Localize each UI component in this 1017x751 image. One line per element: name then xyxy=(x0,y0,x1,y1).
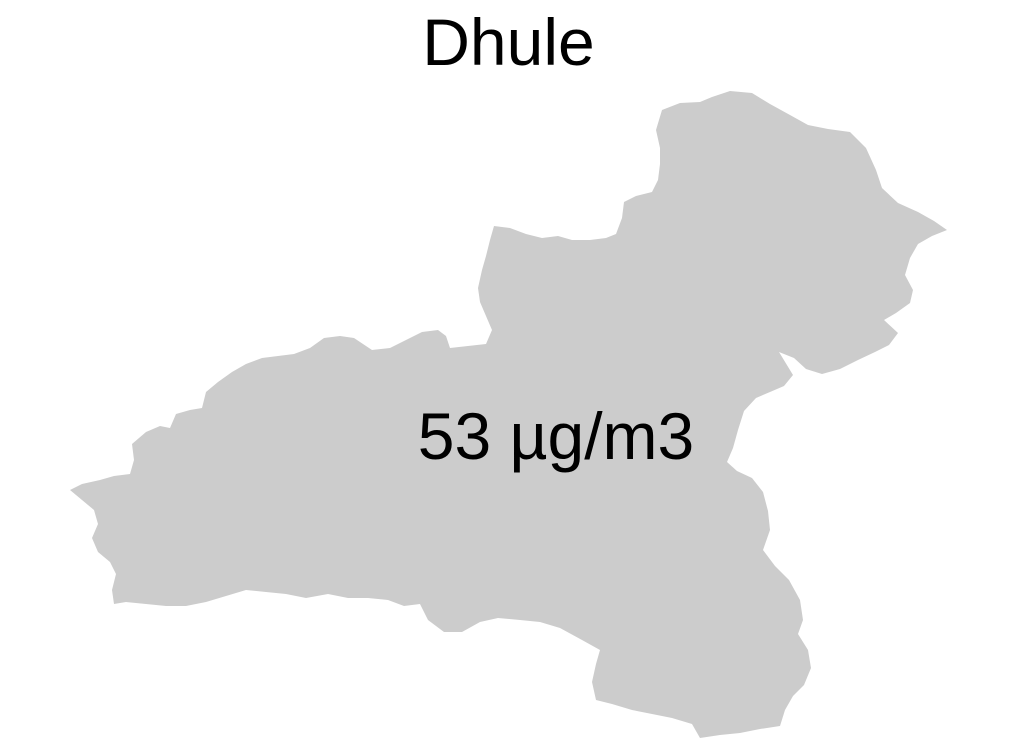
map-title: Dhule xyxy=(422,5,595,79)
region-value-label: 53 µg/m3 xyxy=(418,399,695,473)
district-region-dhule xyxy=(70,91,947,738)
